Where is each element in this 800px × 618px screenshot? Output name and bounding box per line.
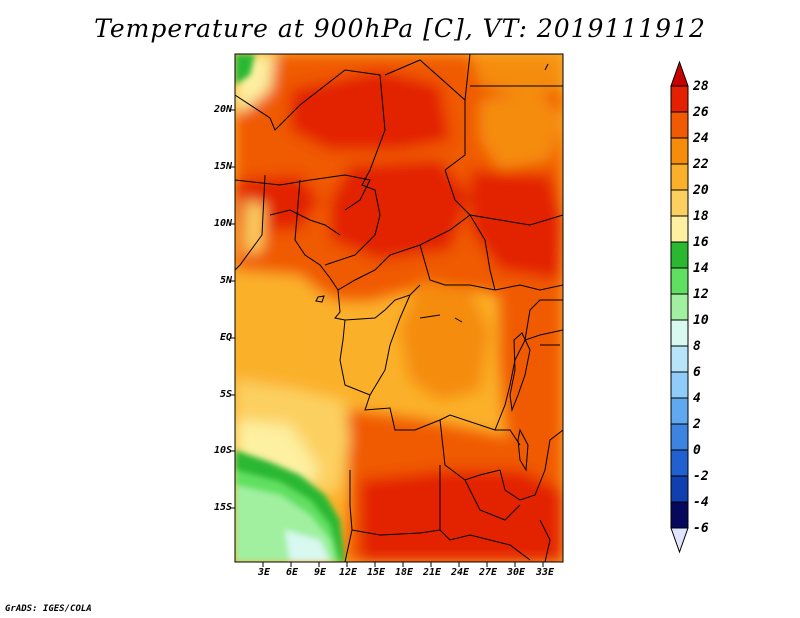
colorbar-label: 16 (693, 235, 709, 250)
colorbar-label: 10 (693, 313, 709, 328)
lat-label: 15N (213, 161, 232, 172)
colorbar-segment (670, 241, 689, 269)
lon-label: 15E (366, 567, 386, 578)
colorbar-label: 20 (693, 183, 709, 198)
colorbar-label: 0 (693, 443, 701, 458)
lon-label: 9E (313, 567, 327, 578)
colorbar-segment (670, 345, 689, 373)
colorbar-label: -4 (693, 495, 709, 510)
grads-credit: GrADS: IGES/COLA (5, 604, 92, 614)
chart-title: Temperature at 900hPa [C], VT: 201911191… (94, 14, 706, 43)
country-borders (235, 54, 563, 562)
colorbar-label: 12 (693, 287, 709, 302)
lon-label: 30E (506, 567, 526, 578)
colorbar-label: 28 (693, 79, 709, 94)
colorbar-segment (670, 293, 689, 321)
colorbar-segment (670, 189, 689, 217)
lon-label: 27E (478, 567, 498, 578)
colorbar-label: 8 (693, 339, 701, 354)
colorbar-segment (670, 267, 689, 295)
lon-label: 21E (422, 567, 442, 578)
colorbar-label: 6 (693, 365, 701, 380)
lat-label: 20N (213, 104, 232, 115)
colorbar-segment (670, 137, 689, 165)
lat-label: 5S (219, 389, 232, 400)
lon-label: 33E (535, 567, 555, 578)
lon-label: 6E (285, 567, 299, 578)
colorbar-label: 4 (693, 391, 701, 406)
colorbar-segment (670, 397, 689, 425)
colorbar-label: -2 (693, 469, 709, 484)
lat-label: 5N (219, 275, 232, 286)
colorbar-segment (670, 85, 689, 113)
colorbar-segment (670, 319, 689, 347)
colorbar-label: 2 (693, 417, 701, 432)
axis-ticks (230, 109, 544, 567)
colorbar (670, 60, 689, 554)
colorbar-label: 26 (693, 105, 709, 120)
colorbar-label: -6 (693, 521, 709, 536)
colorbar-bottom-arrow (670, 527, 689, 554)
colorbar-segment (670, 423, 689, 451)
lat-label: EQ (219, 332, 232, 343)
lon-label: 18E (394, 567, 414, 578)
temperature-field (235, 54, 563, 562)
lon-label: 12E (338, 567, 358, 578)
lat-label: 10N (213, 218, 232, 229)
lat-label: 15S (213, 502, 232, 513)
colorbar-top-arrow (670, 60, 689, 87)
colorbar-label: 18 (693, 209, 709, 224)
colorbar-label: 14 (693, 261, 709, 276)
colorbar-segment (670, 449, 689, 477)
colorbar-label: 22 (693, 157, 709, 172)
map-frame (234, 53, 564, 563)
colorbar-segment (670, 501, 689, 529)
lat-label: 10S (213, 445, 232, 456)
colorbar-segment (670, 475, 689, 503)
colorbar-segment (670, 163, 689, 191)
colorbar-label: 24 (693, 131, 709, 146)
colorbar-segment (670, 111, 689, 139)
lon-label: 3E (257, 567, 271, 578)
lon-label: 24E (450, 567, 470, 578)
colorbar-segment (670, 215, 689, 243)
colorbar-segment (670, 371, 689, 399)
